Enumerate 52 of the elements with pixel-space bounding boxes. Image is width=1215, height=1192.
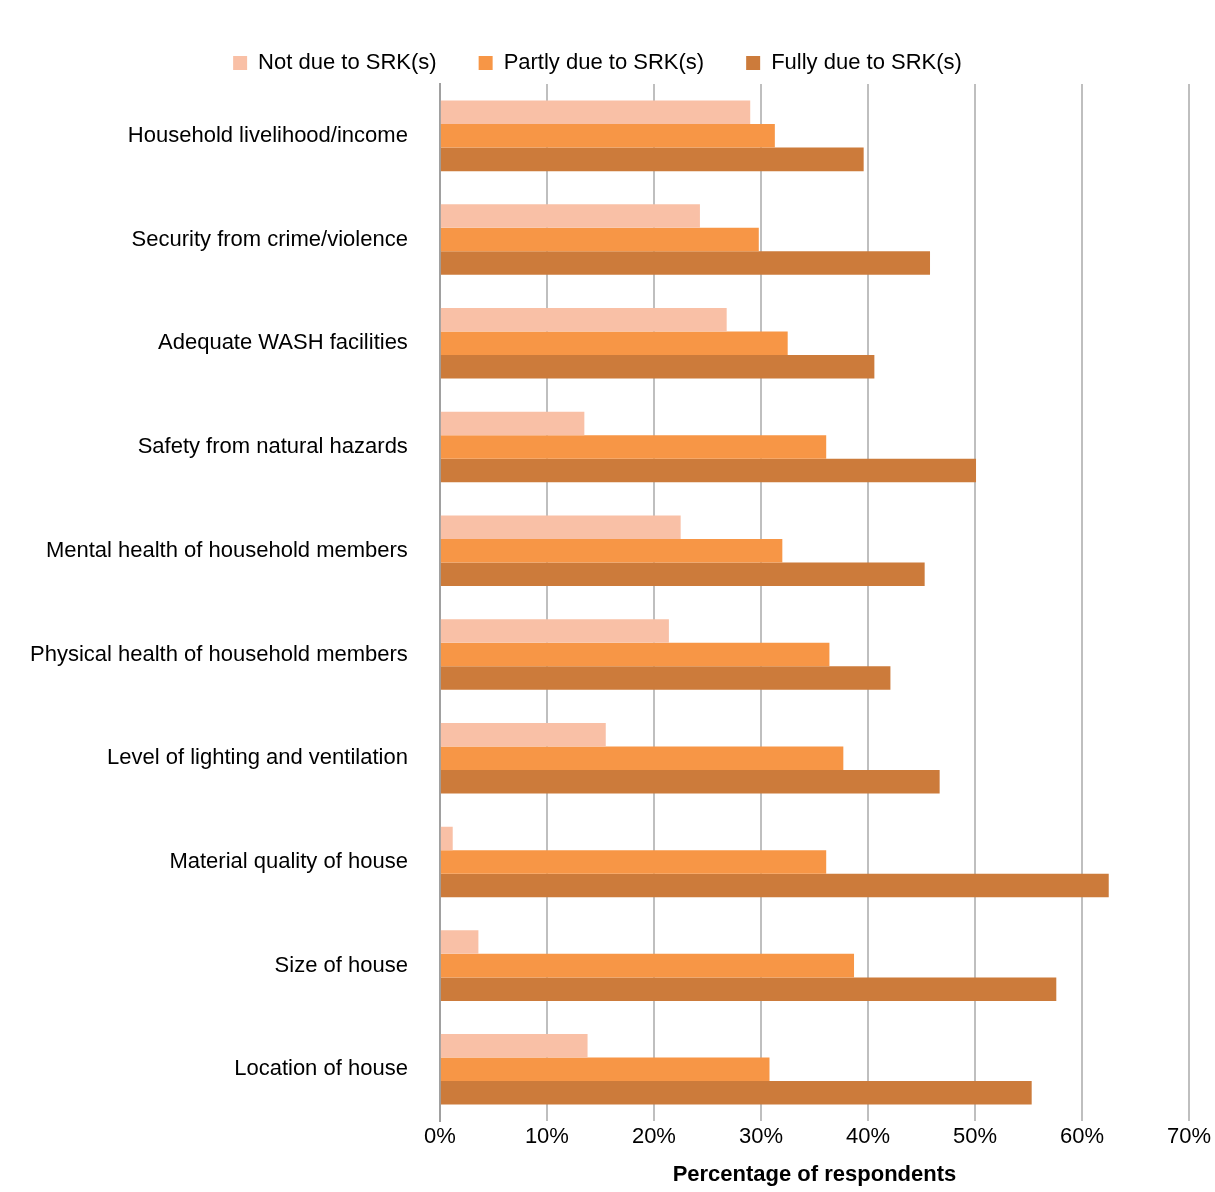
- bar: [440, 251, 931, 275]
- bar: [440, 435, 827, 459]
- x-tick-label: 30%: [738, 1123, 783, 1149]
- bar: [440, 204, 700, 228]
- x-tick-label: 50%: [952, 1123, 997, 1149]
- bar: [440, 769, 940, 794]
- bar: [440, 1057, 770, 1082]
- y-tick-label: Size of house: [274, 951, 408, 977]
- bar: [440, 147, 864, 172]
- bar: [440, 953, 855, 978]
- bar: [440, 977, 1057, 1001]
- bar: [440, 930, 479, 954]
- x-tick-label: 20%: [631, 1123, 676, 1149]
- legend-label: Not due to SRK(s): [258, 49, 437, 75]
- bar: [440, 355, 875, 379]
- x-tick-label: 40%: [845, 1123, 890, 1149]
- bar: [440, 515, 681, 539]
- bar: [440, 411, 585, 436]
- bar: [440, 124, 775, 148]
- y-tick-label: Security from crime/violence: [131, 225, 408, 251]
- bar: [440, 1034, 588, 1058]
- x-tick-label: 10%: [524, 1123, 569, 1149]
- x-tick-label: 70%: [1166, 1123, 1212, 1149]
- bar: [440, 331, 788, 356]
- y-tick-label: Adequate WASH facilities: [158, 329, 408, 355]
- bar: [440, 642, 830, 667]
- bar: [440, 458, 977, 483]
- y-tick-label: Household livelihood/income: [127, 121, 408, 147]
- x-tick-label: 60%: [1059, 1123, 1105, 1149]
- bar: [440, 100, 751, 125]
- bar: [440, 1081, 1032, 1105]
- bar: [440, 538, 783, 563]
- y-tick-label: Level of lighting and ventilation: [106, 744, 408, 770]
- y-tick-label: Mental health of household members: [45, 536, 408, 562]
- bar: [440, 826, 453, 851]
- legend-label: Partly due to SRK(s): [503, 49, 705, 75]
- y-tick-label: Physical health of household members: [29, 640, 408, 666]
- y-tick-label: Material quality of house: [169, 847, 408, 873]
- x-tick-label: 0%: [423, 1123, 456, 1149]
- bar: [440, 619, 669, 643]
- bar: [440, 873, 1109, 898]
- bar: [440, 722, 606, 747]
- bar: [440, 227, 759, 252]
- bar: [440, 666, 891, 690]
- bar: [440, 562, 925, 587]
- bar: [440, 746, 844, 770]
- x-axis-title: Percentage of respondents: [672, 1160, 957, 1186]
- legend-label: Fully due to SRK(s): [771, 49, 962, 75]
- y-tick-label: Safety from natural hazards: [137, 433, 408, 459]
- y-tick-label: Location of house: [234, 1055, 408, 1081]
- bar: [440, 308, 727, 332]
- bar: [440, 850, 827, 874]
